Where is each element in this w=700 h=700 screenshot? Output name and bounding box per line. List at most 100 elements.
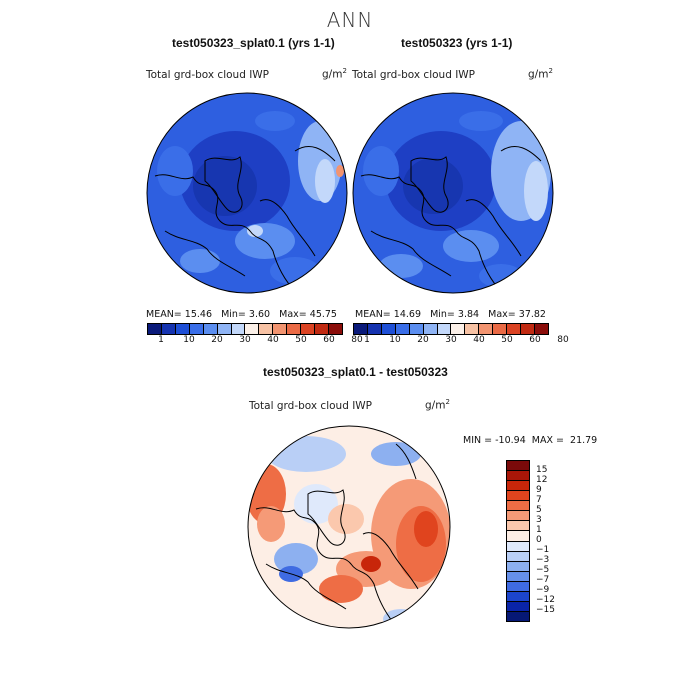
diff-stats: MIN = -10.94 MAX = 21.79 <box>463 435 598 446</box>
colorbar-swatch <box>273 324 288 334</box>
colorbar-tick-label: 20 <box>417 335 429 345</box>
colorbar-swatch <box>259 324 274 334</box>
colorbar-swatch <box>381 324 396 334</box>
colorbar-tick-label: −5 <box>536 565 550 575</box>
colorbar-tick-label: 1 <box>536 525 542 535</box>
colorbar-tick-label: −7 <box>536 575 550 585</box>
colorbar-swatch <box>315 324 329 334</box>
colorbar-tick-label: 80 <box>351 335 363 345</box>
colorbar-swatch <box>507 521 529 532</box>
colorbar-swatch <box>507 491 529 502</box>
colorbar-swatch <box>534 324 548 334</box>
colorbar-swatch <box>437 324 452 334</box>
colorbar-swatch <box>175 324 190 334</box>
colorbar-swatch <box>507 324 522 334</box>
colorbar-swatch <box>507 591 529 602</box>
colorbar-tick-label: 20 <box>211 335 223 345</box>
colorbar-tick-label: 40 <box>473 335 485 345</box>
diff-variable-label: Total grd-box cloud IWP <box>249 400 373 412</box>
colorbar-swatch <box>507 551 529 562</box>
colorbar-swatch <box>465 324 480 334</box>
left-variable-label: Total grd-box cloud IWP <box>146 69 270 81</box>
colorbar-tick-label: 1 <box>364 335 370 345</box>
colorbar-tick-label: 1 <box>158 335 164 345</box>
colorbar-tick-label: 10 <box>389 335 401 345</box>
colorbar-swatch <box>217 324 232 334</box>
diff-units: g/m2 <box>425 398 450 412</box>
colorbar-swatch <box>507 461 529 472</box>
colorbar-swatch <box>189 324 204 334</box>
colorbar-swatch <box>287 324 302 334</box>
colorbar-tick-label: 5 <box>536 505 542 515</box>
right-colorbar: 1 10 20 30 40 50 60 80 <box>353 323 569 347</box>
colorbar-swatch <box>507 561 529 572</box>
diff-panel-title: test050323_splat0.1 - test050323 <box>263 365 448 379</box>
colorbar-tick-label: 15 <box>536 465 548 475</box>
colorbar-swatch <box>507 511 529 522</box>
colorbar-tick-label: 40 <box>267 335 279 345</box>
colorbar-swatch <box>507 581 529 592</box>
left-coastlines <box>154 146 336 292</box>
right-stats: MEAN= 14.69 Min= 3.84 Max= 37.82 <box>355 309 546 320</box>
colorbar-tick-label: 80 <box>557 335 569 345</box>
colorbar-swatch <box>203 324 218 334</box>
left-units: g/m2 <box>322 67 347 81</box>
colorbar-swatch <box>507 501 529 512</box>
left-polar-map <box>146 92 348 294</box>
colorbar-tick-label: 3 <box>536 515 542 525</box>
colorbar-tick-label: 30 <box>239 335 251 345</box>
colorbar-tick-label: 60 <box>529 335 541 345</box>
right-panel-title: test050323 (yrs 1-1) <box>401 36 513 50</box>
left-stats: MEAN= 15.46 Min= 3.60 Max= 45.75 <box>146 309 337 320</box>
colorbar-swatch <box>507 481 529 492</box>
colorbar-swatch <box>395 324 410 334</box>
colorbar-swatch <box>507 541 529 552</box>
colorbar-tick-label: 10 <box>183 335 195 345</box>
colorbar-swatch <box>367 324 382 334</box>
colorbar-swatch <box>507 471 529 482</box>
colorbar-swatch <box>245 324 260 334</box>
colorbar-tick-label: −15 <box>536 605 555 615</box>
colorbar-swatch <box>161 324 176 334</box>
left-panel-title: test050323_splat0.1 (yrs 1-1) <box>172 36 335 50</box>
diff-polar-map <box>247 425 451 629</box>
colorbar-tick-label: 9 <box>536 485 542 495</box>
colorbar-tick-label: −1 <box>536 545 550 555</box>
right-units: g/m2 <box>528 67 553 81</box>
colorbar-swatch <box>451 324 466 334</box>
colorbar-swatch <box>231 324 246 334</box>
colorbar-swatch <box>507 601 529 612</box>
colorbar-tick-label: 7 <box>536 495 542 505</box>
colorbar-swatch <box>354 324 368 334</box>
colorbar-swatch <box>507 531 529 542</box>
colorbar-tick-label: 12 <box>536 475 548 485</box>
colorbar-tick-label: 50 <box>501 335 513 345</box>
colorbar-tick-label: 60 <box>323 335 335 345</box>
colorbar-tick-label: −9 <box>536 585 550 595</box>
map-border <box>146 92 348 294</box>
left-contour-fill <box>157 111 344 285</box>
map-border <box>247 425 451 629</box>
colorbar-swatch <box>423 324 438 334</box>
colorbar-tick-label: 50 <box>295 335 307 345</box>
colorbar-swatch <box>301 324 316 334</box>
colorbar-swatch <box>507 611 529 621</box>
colorbar-swatch <box>409 324 424 334</box>
right-coastlines <box>360 146 542 292</box>
colorbar-tick-label: 30 <box>445 335 457 345</box>
colorbar-swatch <box>507 571 529 582</box>
colorbar-tick-label: 0 <box>536 535 542 545</box>
right-polar-map <box>352 92 554 294</box>
colorbar-swatch <box>493 324 508 334</box>
colorbar-tick-label: −3 <box>536 555 550 565</box>
colorbar-swatch <box>479 324 494 334</box>
map-border <box>352 92 554 294</box>
right-variable-label: Total grd-box cloud IWP <box>352 69 476 81</box>
colorbar-swatch <box>328 324 342 334</box>
diff-colorbar-ticks: 15 12 9 7 5 3 1 0 −1 −3 −5 −7 −9 −12 −15 <box>536 460 576 620</box>
diff-colorbar <box>506 460 530 622</box>
left-colorbar: 1 10 20 30 40 50 60 80 <box>147 323 363 347</box>
colorbar-tick-label: −12 <box>536 595 555 605</box>
colorbar-swatch <box>148 324 162 334</box>
diff-coastlines <box>255 443 419 627</box>
